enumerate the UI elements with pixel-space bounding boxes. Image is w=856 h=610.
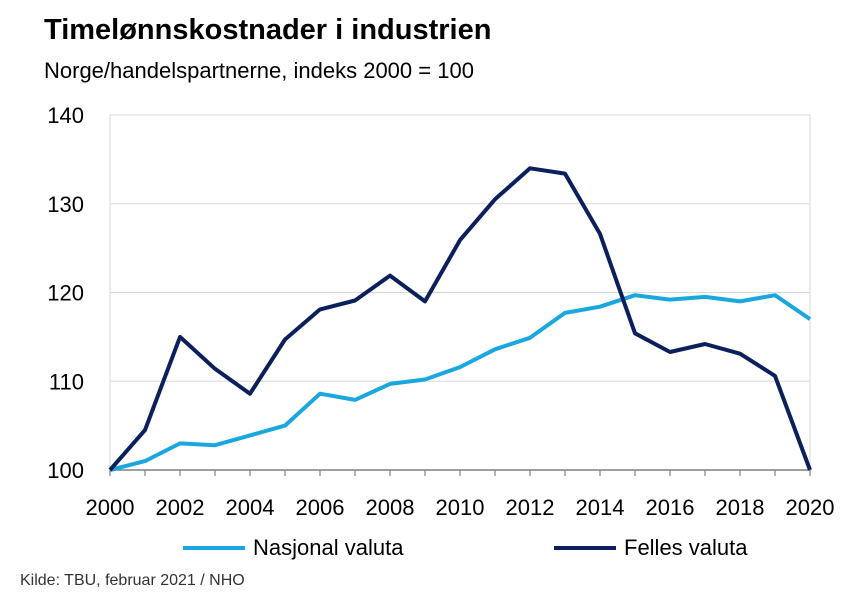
x-tick-label: 2014: [576, 495, 625, 520]
series-line-felles: [108, 166, 812, 472]
x-tick-label: 2018: [716, 495, 765, 520]
legend-swatch-felles: [554, 546, 616, 550]
source-note: Kilde: TBU, februar 2021 / NHO: [20, 572, 245, 589]
y-tick-label: 120: [47, 281, 84, 306]
x-tick-label: 2002: [156, 495, 205, 520]
y-tick-label: 110: [49, 369, 84, 394]
x-tick-label: 2004: [226, 495, 275, 520]
y-tick-label: 100: [47, 458, 84, 483]
x-tick-label: 2012: [506, 495, 555, 520]
legend-label-felles: Felles valuta: [624, 535, 748, 560]
x-tick-label: 2010: [436, 495, 485, 520]
legend-item-nasjonal: Nasjonal valuta: [183, 534, 403, 562]
legend-swatch-nasjonal: [183, 546, 245, 550]
x-tick-label: 2000: [86, 495, 135, 520]
x-tick-label: 2016: [646, 495, 695, 520]
chart-title: Timelønnskostnader i industrien: [44, 14, 492, 46]
y-tick-label: 130: [47, 192, 84, 217]
x-tick-label: 2020: [786, 495, 835, 520]
x-tick-label: 2008: [366, 495, 415, 520]
x-tick-label: 2006: [296, 495, 345, 520]
chart-subtitle: Norge/handelspartnerne, indeks 2000 = 10…: [44, 58, 474, 83]
legend-label-nasjonal: Nasjonal valuta: [253, 535, 404, 560]
series-line-nasjonal: [109, 293, 812, 472]
y-tick-label: 140: [47, 103, 84, 128]
legend-item-felles: Felles valuta: [554, 534, 748, 562]
